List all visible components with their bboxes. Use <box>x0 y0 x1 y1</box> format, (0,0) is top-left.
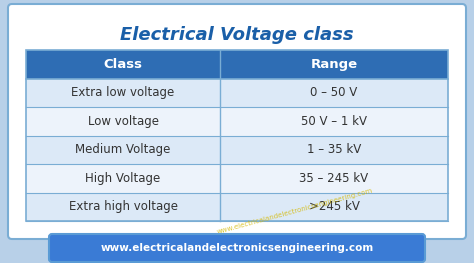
Text: >245 kV: >245 kV <box>309 200 359 213</box>
Text: Low voltage: Low voltage <box>88 115 159 128</box>
FancyBboxPatch shape <box>26 78 448 107</box>
Text: Electrical Voltage class: Electrical Voltage class <box>120 26 354 44</box>
Text: Extra low voltage: Extra low voltage <box>72 86 175 99</box>
Text: High Voltage: High Voltage <box>85 172 161 185</box>
Text: www.electricalandelectronicsengineering.com: www.electricalandelectronicsengineering.… <box>100 243 374 253</box>
Text: Extra high voltage: Extra high voltage <box>69 200 178 213</box>
FancyBboxPatch shape <box>49 234 425 262</box>
Bar <box>26 50 448 221</box>
FancyBboxPatch shape <box>26 107 448 135</box>
FancyBboxPatch shape <box>26 50 448 78</box>
Text: 0 – 50 V: 0 – 50 V <box>310 86 358 99</box>
Text: 50 V – 1 kV: 50 V – 1 kV <box>301 115 367 128</box>
Text: 35 – 245 kV: 35 – 245 kV <box>300 172 369 185</box>
FancyBboxPatch shape <box>26 164 448 193</box>
FancyBboxPatch shape <box>26 135 448 164</box>
Text: 1 – 35 kV: 1 – 35 kV <box>307 143 361 156</box>
FancyBboxPatch shape <box>8 4 466 239</box>
Text: www.electricalandelectronicsengineering.com: www.electricalandelectronicsengineering.… <box>216 187 374 235</box>
Text: Range: Range <box>310 58 357 71</box>
FancyBboxPatch shape <box>26 193 448 221</box>
Text: Class: Class <box>103 58 143 71</box>
Text: Medium Voltage: Medium Voltage <box>75 143 171 156</box>
